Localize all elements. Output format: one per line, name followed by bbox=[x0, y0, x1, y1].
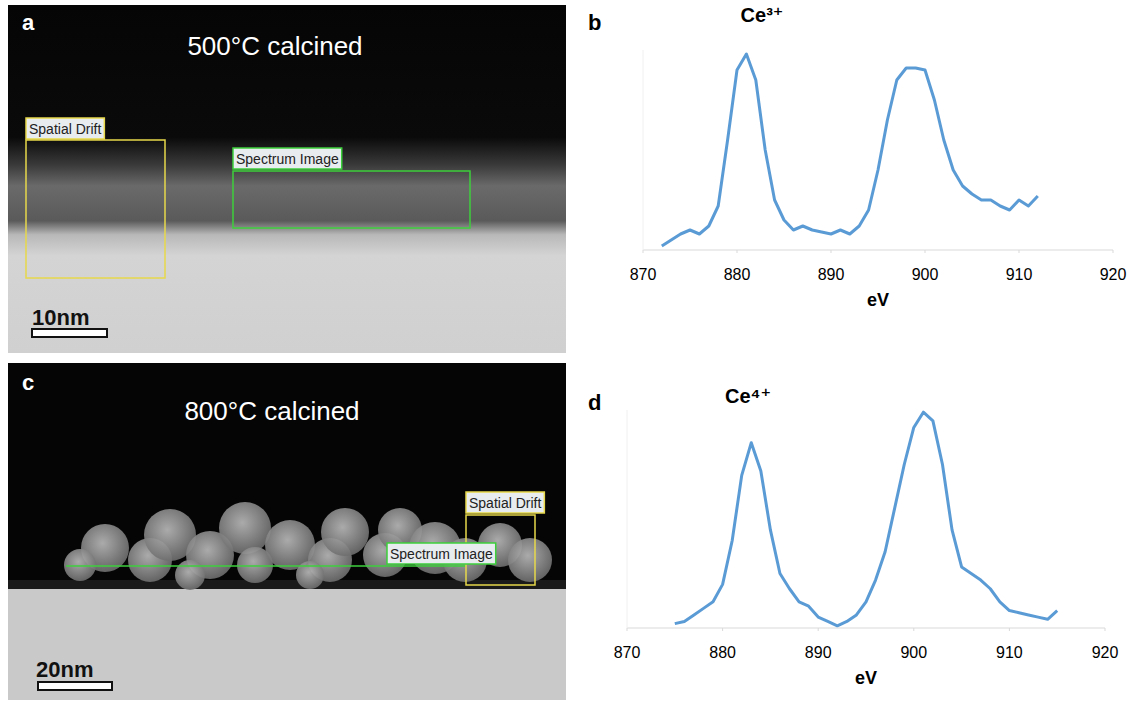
particle bbox=[175, 560, 205, 590]
x-axis-title: eV bbox=[855, 668, 877, 688]
x-tick bbox=[1105, 628, 1106, 631]
box-label-bg bbox=[26, 118, 104, 139]
x-tick bbox=[1019, 250, 1020, 253]
panel-letter: c bbox=[22, 370, 34, 395]
panel-letter: a bbox=[22, 10, 35, 35]
x-tick-label: 870 bbox=[630, 266, 657, 283]
micrograph bbox=[8, 363, 566, 700]
scale-bar-text: 10nm bbox=[32, 305, 89, 330]
x-tick bbox=[643, 250, 644, 253]
box-label: Spatial Drift bbox=[26, 118, 104, 139]
x-tick-label: 920 bbox=[1092, 644, 1119, 661]
x-tick bbox=[722, 628, 723, 631]
chart-title: Ce⁴⁺ bbox=[725, 385, 771, 407]
drift-box bbox=[26, 140, 165, 278]
scale-bar-text: 20nm bbox=[36, 657, 93, 682]
box-label: Spectrum Image bbox=[387, 543, 496, 564]
x-tick bbox=[1113, 250, 1114, 253]
particle bbox=[219, 502, 271, 554]
x-tick-label: 910 bbox=[996, 644, 1023, 661]
x-tick-label: 900 bbox=[912, 266, 939, 283]
figure: a 500°C calcined Spatial Drift Spectrum Ima… bbox=[0, 0, 1128, 710]
spectrum-line bbox=[66, 565, 466, 567]
chart-title: Ce³⁺ bbox=[741, 4, 784, 26]
box-label-text: Spatial Drift bbox=[469, 495, 541, 511]
x-tick-label: 890 bbox=[818, 266, 845, 283]
panel-title: 500°C calcined bbox=[187, 31, 362, 61]
box-label-bg bbox=[233, 148, 342, 169]
box-label-text: Spectrum Image bbox=[390, 546, 493, 562]
x-tick bbox=[925, 250, 926, 253]
x-tick-label: 870 bbox=[614, 644, 641, 661]
box-label-text: Spatial Drift bbox=[29, 121, 101, 137]
particle bbox=[508, 538, 552, 582]
plot-area bbox=[662, 54, 1038, 246]
x-tick-label: 910 bbox=[1006, 266, 1033, 283]
panel-letter: d bbox=[588, 390, 601, 415]
x-tick-label: 920 bbox=[1100, 266, 1127, 283]
y-axis bbox=[643, 50, 644, 250]
x-tick bbox=[818, 628, 819, 631]
x-axis bbox=[627, 628, 1105, 629]
micrograph bbox=[8, 5, 566, 353]
box-label-bg bbox=[387, 543, 496, 564]
x-tick bbox=[627, 628, 628, 631]
spectrum-box bbox=[233, 171, 470, 228]
x-tick bbox=[831, 250, 832, 253]
spectrum-line bbox=[662, 54, 1038, 246]
particle bbox=[321, 508, 369, 556]
spectrum-line bbox=[675, 412, 1057, 626]
plot-area bbox=[675, 412, 1057, 626]
box-label: Spectrum Image bbox=[233, 148, 342, 169]
box-label-bg bbox=[466, 492, 544, 513]
box-label: Spatial Drift bbox=[466, 492, 544, 513]
x-axis bbox=[643, 250, 1113, 251]
x-tick-label: 900 bbox=[900, 644, 927, 661]
particle bbox=[296, 561, 324, 589]
x-tick bbox=[1009, 628, 1010, 631]
x-axis-title: eV bbox=[867, 290, 889, 310]
y-axis bbox=[627, 410, 628, 628]
scale-bar bbox=[32, 329, 107, 337]
panel-title: 800°C calcined bbox=[184, 396, 359, 426]
scale-bar bbox=[38, 682, 112, 690]
particle bbox=[64, 549, 96, 581]
x-tick-label: 880 bbox=[709, 644, 736, 661]
x-tick-label: 890 bbox=[805, 644, 832, 661]
panel-letter: b bbox=[588, 10, 601, 35]
x-tick-label: 880 bbox=[724, 266, 751, 283]
box-label-text: Spectrum Image bbox=[236, 151, 339, 167]
x-tick bbox=[737, 250, 738, 253]
substrate bbox=[8, 588, 566, 700]
x-tick bbox=[913, 628, 914, 631]
